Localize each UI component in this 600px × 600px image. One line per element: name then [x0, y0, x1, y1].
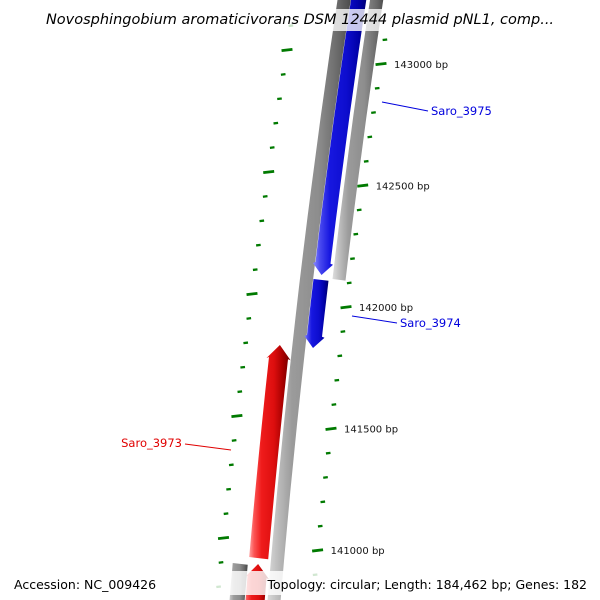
ruler-tick-minor	[320, 500, 326, 504]
ruler-tick-minor	[340, 330, 346, 333]
ruler-label: 141000 bp	[331, 546, 385, 557]
ruler-label: 143000 bp	[394, 60, 448, 71]
ruler-tick-major	[340, 305, 352, 310]
ruler-tick-minor	[353, 232, 359, 236]
status-accession: Accession: NC_009426	[14, 577, 156, 592]
ruler-tick-minor	[334, 378, 340, 382]
ruler-tick-minor	[240, 365, 246, 369]
ruler-tick-minor	[280, 73, 286, 76]
gene-label-saro_3974[interactable]: Saro_3974	[400, 316, 461, 330]
gene-arrow-saro_3973[interactable]	[249, 345, 291, 560]
gene-leader-line	[184, 443, 232, 451]
gene-leader-line	[381, 101, 429, 112]
ruler-tick-minor	[277, 97, 282, 101]
ruler-tick-minor	[325, 451, 331, 455]
gene-arrow-saro_3974[interactable]	[304, 279, 329, 348]
ruler-tick-minor	[228, 463, 234, 467]
ruler-tick-minor	[218, 561, 224, 564]
ruler-tick-minor	[226, 487, 232, 491]
ruler-tick-minor	[243, 341, 249, 345]
gene-arrow-saro_3975[interactable]	[313, 0, 369, 275]
gene-label-saro_3975[interactable]: Saro_3975	[431, 104, 492, 118]
ruler-tick-minor	[255, 243, 261, 247]
ruler-label: 142500 bp	[376, 181, 430, 192]
ruler-tick-major	[246, 291, 258, 297]
gene-labels-layer: Saro_3975 Saro_3974 Saro_3973	[121, 101, 492, 451]
status-topology: Topology: circular; Length: 184,462 bp; …	[267, 577, 588, 592]
ruler-tick-major	[263, 169, 275, 175]
title-backdrop	[0, 9, 600, 31]
feature-band[interactable]	[332, 0, 387, 281]
ruler-tick-minor	[374, 86, 380, 90]
gene-label-saro_3973[interactable]: Saro_3973	[121, 436, 182, 450]
ruler-tick-minor	[356, 208, 362, 212]
ruler-tick-minor	[382, 38, 388, 42]
ruler-tick-minor	[223, 512, 229, 516]
ruler-tick-minor	[331, 403, 337, 406]
feature-bands-layer	[229, 0, 387, 600]
ruler-tick-minor	[363, 159, 369, 163]
status-backdrop	[0, 571, 600, 595]
ruler-tick-major	[357, 183, 369, 188]
ruler-tick-minor	[252, 268, 258, 272]
ruler-tick-major	[375, 61, 387, 67]
map-title: Novosphingobium aromaticivorans DSM 1244…	[46, 12, 554, 28]
ruler-tick-minor	[346, 281, 352, 285]
ruler-tick-minor	[269, 146, 275, 149]
ruler-labels-layer: 143000 bp 142500 bp 142000 bp 141500 bp 1410…	[331, 60, 448, 557]
ruler-tick-minor	[273, 121, 279, 125]
ruler-tick-minor	[367, 135, 373, 139]
ruler-tick-major	[281, 47, 293, 53]
ruler-tick-minor	[262, 195, 268, 198]
ruler-tick-minor	[323, 476, 328, 479]
ruler-label: 142000 bp	[359, 303, 413, 314]
ruler-tick-minor	[246, 317, 252, 320]
ruler-tick-minor	[337, 354, 343, 358]
ruler-tick-major	[311, 548, 324, 553]
ruler-tick-major	[231, 413, 243, 419]
ruler-tick-minor	[231, 439, 237, 442]
ruler-tick-minor	[317, 524, 323, 528]
ruler-tick-major	[325, 426, 337, 431]
backbone-band	[267, 0, 351, 600]
ruler-tick-minor	[237, 390, 243, 394]
ruler-tick-minor	[371, 111, 376, 114]
ruler-tick-minor	[350, 257, 355, 261]
ruler-tick-major	[217, 535, 230, 541]
gene-leader-line	[351, 315, 398, 324]
ruler-tick-minor	[259, 219, 265, 223]
ruler-label: 141500 bp	[344, 425, 398, 436]
